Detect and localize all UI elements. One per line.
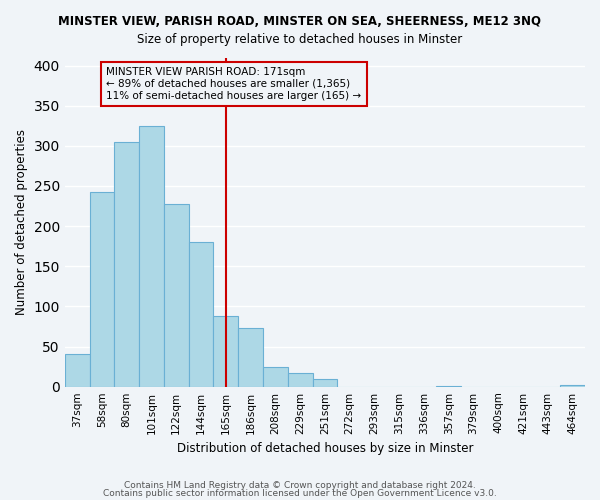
Text: Contains public sector information licensed under the Open Government Licence v3: Contains public sector information licen…: [103, 488, 497, 498]
Bar: [313, 378, 337, 386]
Bar: [214, 316, 238, 386]
X-axis label: Distribution of detached houses by size in Minster: Distribution of detached houses by size …: [176, 442, 473, 455]
Bar: [288, 373, 313, 386]
Bar: [115, 142, 139, 386]
Bar: [164, 204, 188, 386]
Text: Contains HM Land Registry data © Crown copyright and database right 2024.: Contains HM Land Registry data © Crown c…: [124, 481, 476, 490]
Bar: [139, 126, 164, 386]
Text: MINSTER VIEW PARISH ROAD: 171sqm
← 89% of detached houses are smaller (1,365)
11: MINSTER VIEW PARISH ROAD: 171sqm ← 89% o…: [106, 68, 362, 100]
Y-axis label: Number of detached properties: Number of detached properties: [15, 129, 28, 315]
Text: MINSTER VIEW, PARISH ROAD, MINSTER ON SEA, SHEERNESS, ME12 3NQ: MINSTER VIEW, PARISH ROAD, MINSTER ON SE…: [59, 15, 542, 28]
Bar: [560, 385, 585, 386]
Bar: [238, 328, 263, 386]
Bar: [89, 192, 115, 386]
Bar: [65, 354, 89, 386]
Bar: [263, 366, 288, 386]
Text: Size of property relative to detached houses in Minster: Size of property relative to detached ho…: [137, 32, 463, 46]
Bar: [188, 242, 214, 386]
